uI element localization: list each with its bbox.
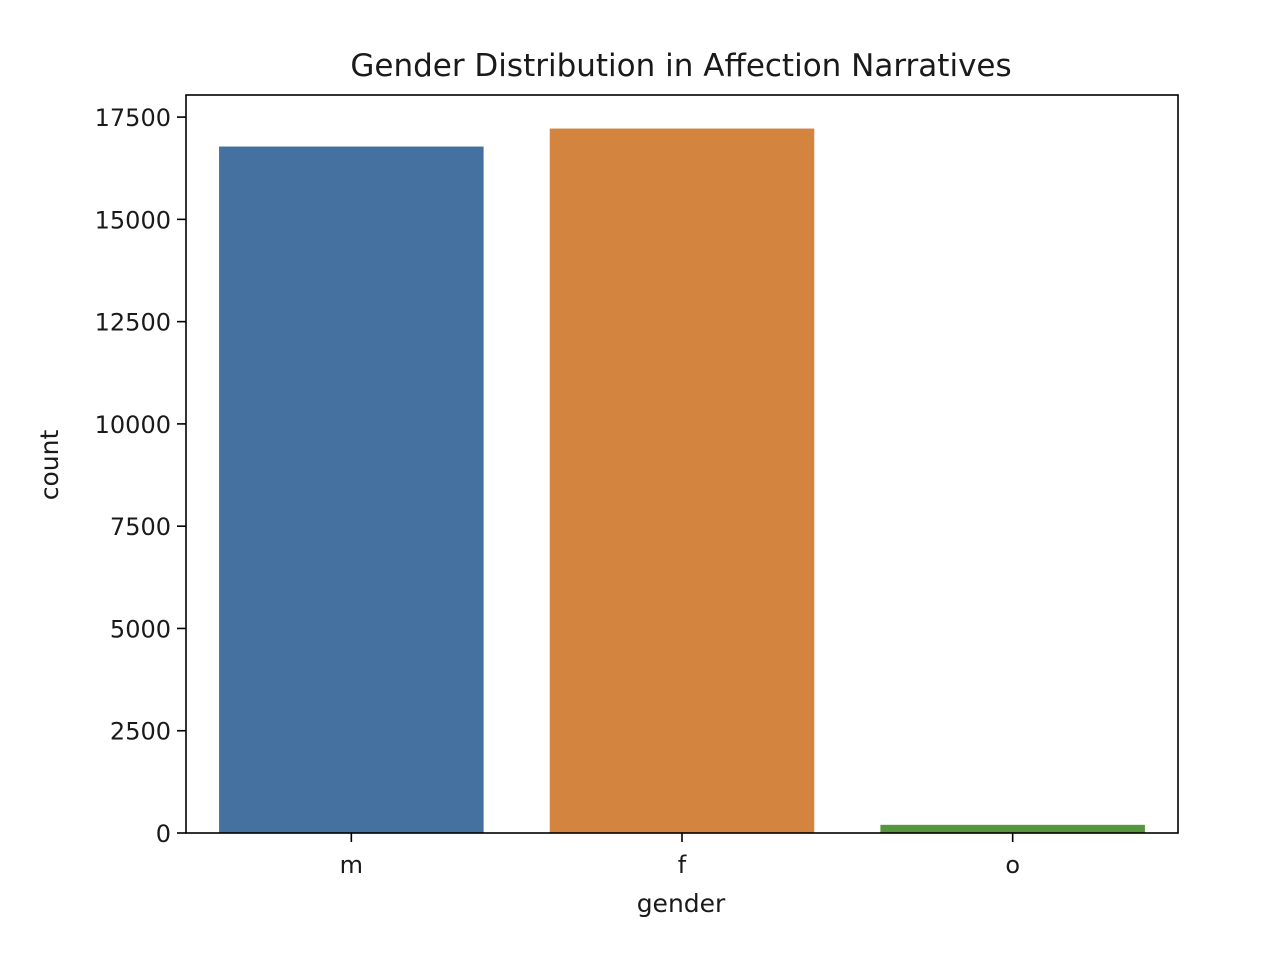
y-tick-label: 5000 xyxy=(110,615,171,643)
y-axis-label: count xyxy=(35,430,64,501)
y-tick-label: 15000 xyxy=(95,206,171,234)
bars-layer xyxy=(219,128,1145,833)
y-tick-label: 17500 xyxy=(95,104,171,132)
y-tick-label: 2500 xyxy=(110,718,171,746)
chart-title: Gender Distribution in Affection Narrati… xyxy=(350,48,1011,84)
y-axis-ticks: 0 2500 5000 7500 10000 12500 15000 17500 xyxy=(95,104,186,848)
y-tick-label: 7500 xyxy=(110,513,171,541)
bar-o xyxy=(880,824,1145,833)
x-axis-label: gender xyxy=(637,889,726,918)
y-tick-label: 12500 xyxy=(95,309,171,337)
y-tick-label: 0 xyxy=(156,820,171,848)
y-tick-label: 10000 xyxy=(95,411,171,439)
bar-m xyxy=(219,146,484,833)
x-tick-label-o: o xyxy=(1005,851,1020,879)
plot-frame xyxy=(185,94,1179,834)
x-tick-label-m: m xyxy=(340,851,363,879)
x-tick-label-f: f xyxy=(678,851,687,879)
bar-f xyxy=(549,128,815,833)
